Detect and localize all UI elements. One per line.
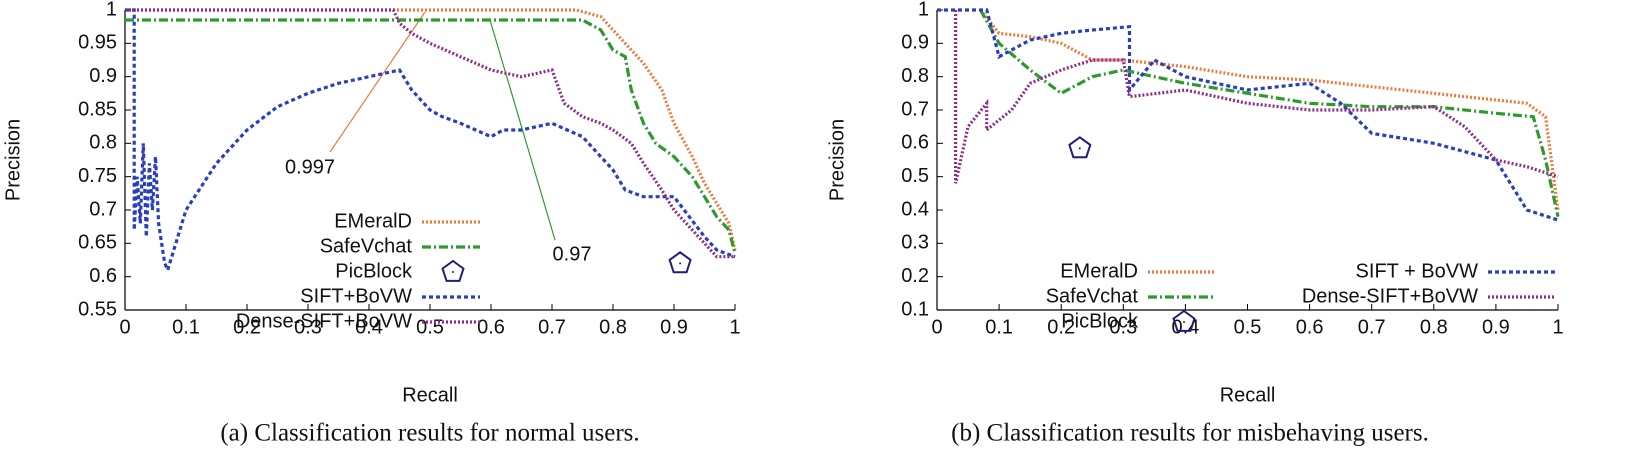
y-tick-label: 0.8 (89, 132, 117, 154)
y-tick-label: 1 (106, 0, 117, 20)
x-tick-label: 0.2 (1047, 316, 1075, 338)
x-tick-label: 0.1 (172, 316, 200, 338)
y-tick-label: 0.7 (89, 198, 117, 220)
x-tick-label: 0.5 (416, 316, 444, 338)
x-tick-label: 0.4 (355, 316, 383, 338)
line (125, 8, 735, 259)
legend-marker (441, 259, 465, 282)
x-tick-label: 0.3 (1109, 316, 1137, 338)
x-axis-title: Recall (1220, 384, 1276, 406)
y-tick-label: 0.2 (901, 265, 929, 287)
x-tick-label: 1 (729, 316, 740, 338)
caption: (b) Classification results for misbehavi… (951, 420, 1429, 447)
legend-label: EMeralD (1060, 260, 1138, 282)
x-tick-label: 0.8 (1420, 316, 1448, 338)
legend-label: Dense-SIFT+BoVW (1302, 285, 1478, 307)
y-tick-label: 0.9 (901, 32, 929, 54)
caption: (a) Classification results for normal us… (220, 420, 639, 447)
y-tick-label: 0.9 (89, 65, 117, 87)
legend-marker (1172, 309, 1196, 332)
line (954, 10, 1559, 184)
point (1068, 136, 1092, 159)
line (979, 9, 1560, 211)
x-tick-label: 0.1 (985, 316, 1013, 338)
legend-marker-dot (452, 271, 454, 273)
y-tick-label: 0.7 (901, 98, 929, 120)
y-axis-title: Precision (2, 119, 24, 201)
point (668, 251, 692, 274)
y-tick-label: 1 (918, 0, 929, 20)
x-tick-label: 0.4 (1171, 316, 1199, 338)
legend-label: SafeVchat (1046, 285, 1139, 307)
y-tick-label: 0.4 (901, 198, 929, 220)
annotation: 0.97 (553, 243, 592, 265)
annotation-pointer (329, 11, 426, 153)
legend-label: Dense-SIFT+BoVW (236, 310, 412, 332)
legend-label: EMeralD (334, 210, 412, 232)
y-tick-label: 0.75 (78, 165, 117, 187)
y-tick-label: 0.55 (78, 298, 117, 320)
annotation: 0.997 (285, 156, 335, 178)
x-tick-label: 0.9 (660, 316, 688, 338)
legend-label: SIFT+BoVW (300, 285, 412, 307)
y-tick-label: 0.6 (89, 265, 117, 287)
line (937, 8, 1559, 222)
y-tick-label: 0.3 (901, 232, 929, 254)
legend-label: PicBlock (1061, 310, 1139, 332)
y-tick-label: 0.5 (901, 165, 929, 187)
y-tick-label: 0.95 (78, 32, 117, 54)
x-tick-label: 0.5 (1234, 316, 1262, 338)
y-tick-label: 0.6 (901, 132, 929, 154)
x-tick-label: 0.6 (1296, 316, 1324, 338)
legend-label: SIFT + BoVW (1356, 260, 1479, 282)
x-tick-label: 0.7 (1358, 316, 1386, 338)
line (979, 9, 1560, 218)
y-tick-label: 0.85 (78, 98, 117, 120)
line (125, 18, 737, 254)
x-tick-label: 0.6 (477, 316, 505, 338)
y-axis-title: Precision (826, 119, 848, 201)
line (125, 8, 737, 251)
line (125, 8, 736, 275)
legend-label: SafeVchat (320, 235, 413, 257)
point-dot (1078, 147, 1081, 150)
point-dot (679, 262, 682, 265)
x-tick-label: 1 (1552, 316, 1563, 338)
x-tick-label: 0 (119, 316, 130, 338)
legend-label: PicBlock (335, 260, 413, 282)
x-tick-label: 0.3 (294, 316, 322, 338)
x-tick-label: 0.8 (599, 316, 627, 338)
y-tick-label: 0.1 (901, 298, 929, 320)
x-axis-title: Recall (402, 384, 458, 406)
x-tick-label: 0.9 (1482, 316, 1510, 338)
x-tick-label: 0.2 (233, 316, 261, 338)
y-tick-label: 0.65 (78, 232, 117, 254)
x-tick-label: 0.7 (538, 316, 566, 338)
y-tick-label: 0.8 (901, 65, 929, 87)
legend-marker-dot (1183, 321, 1185, 323)
x-tick-label: 0 (931, 316, 942, 338)
annotation-pointer (489, 19, 556, 241)
